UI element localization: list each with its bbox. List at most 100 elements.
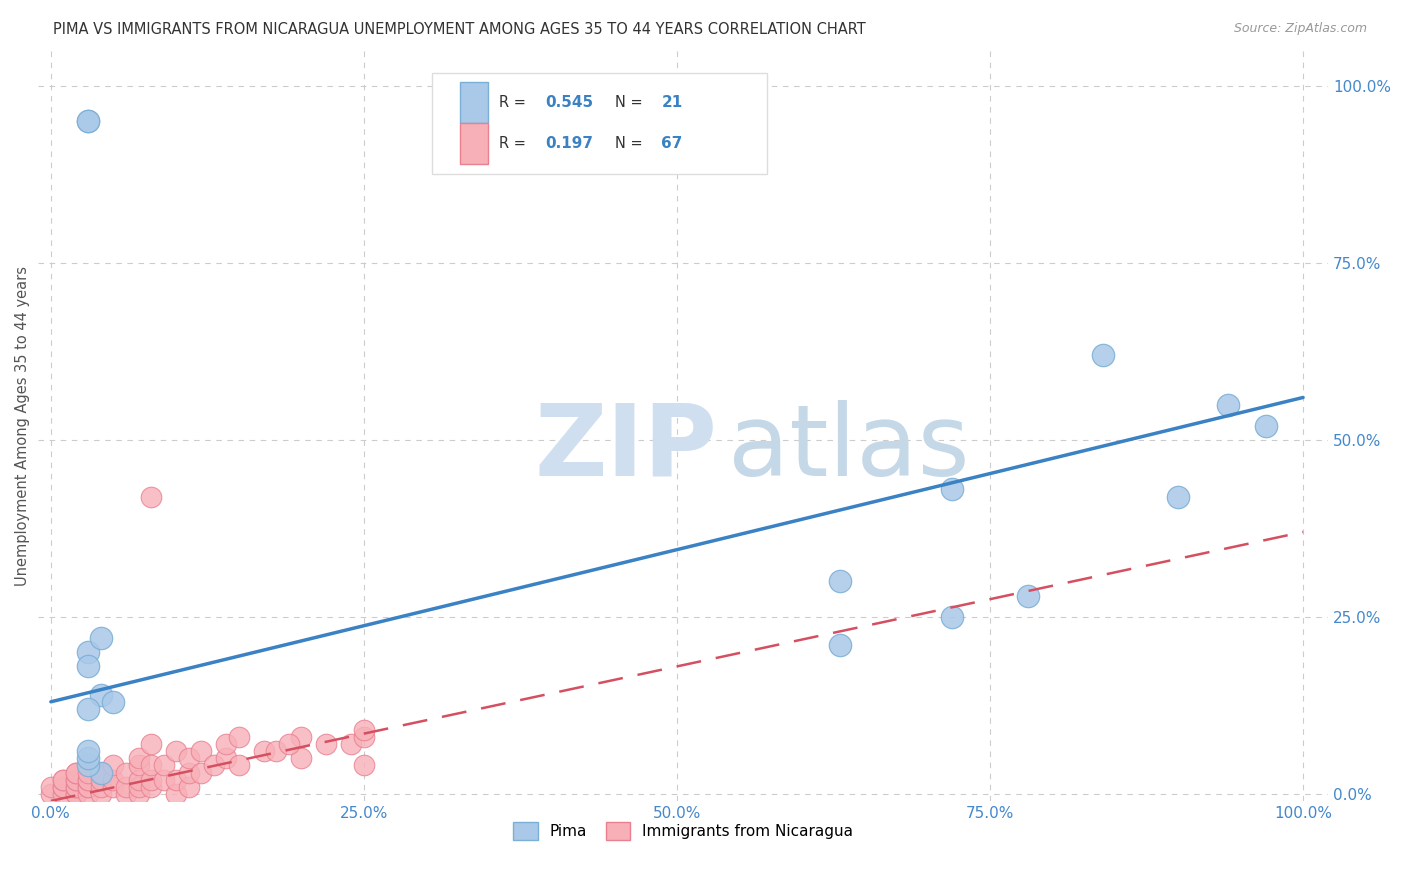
Point	[941, 610, 963, 624]
Point	[52, 772, 75, 787]
Point	[65, 787, 87, 801]
Point	[177, 780, 200, 794]
Point	[90, 765, 112, 780]
Point	[264, 744, 287, 758]
Point	[77, 751, 100, 765]
Text: R =: R =	[499, 136, 530, 151]
Point	[77, 659, 100, 673]
Point	[139, 490, 162, 504]
Point	[128, 772, 150, 787]
Point	[353, 723, 375, 738]
Text: R =: R =	[499, 95, 530, 110]
Point	[152, 772, 174, 787]
Point	[65, 787, 87, 801]
Y-axis label: Unemployment Among Ages 35 to 44 years: Unemployment Among Ages 35 to 44 years	[15, 266, 30, 586]
Text: 67: 67	[661, 136, 683, 151]
Point	[77, 744, 100, 758]
Point	[1254, 418, 1277, 433]
Point	[77, 114, 100, 128]
Point	[65, 765, 87, 780]
Point	[340, 737, 363, 751]
Point	[77, 765, 100, 780]
Point	[103, 695, 125, 709]
Point	[202, 758, 225, 772]
Text: 21: 21	[661, 95, 682, 110]
Text: N =: N =	[614, 136, 647, 151]
Point	[128, 751, 150, 765]
Point	[115, 780, 138, 794]
Point	[165, 772, 187, 787]
Point	[177, 765, 200, 780]
Point	[152, 758, 174, 772]
Point	[215, 751, 238, 765]
FancyBboxPatch shape	[432, 73, 768, 175]
Point	[52, 772, 75, 787]
Point	[1091, 348, 1114, 362]
Point	[128, 787, 150, 801]
Point	[77, 645, 100, 659]
Point	[103, 758, 125, 772]
FancyBboxPatch shape	[460, 82, 488, 123]
Legend: Pima, Immigrants from Nicaragua: Pima, Immigrants from Nicaragua	[508, 816, 859, 846]
Point	[115, 787, 138, 801]
Point	[90, 631, 112, 645]
Point	[190, 744, 212, 758]
Text: atlas: atlas	[728, 400, 970, 497]
Point	[139, 758, 162, 772]
Point	[353, 730, 375, 744]
Point	[139, 737, 162, 751]
Point	[228, 730, 250, 744]
Point	[290, 751, 312, 765]
Point	[353, 758, 375, 772]
Point	[1017, 589, 1039, 603]
Point	[177, 751, 200, 765]
Text: Source: ZipAtlas.com: Source: ZipAtlas.com	[1233, 22, 1367, 36]
Text: 0.197: 0.197	[546, 136, 593, 151]
Point	[77, 702, 100, 716]
Point	[90, 688, 112, 702]
Point	[65, 772, 87, 787]
Point	[277, 737, 299, 751]
Point	[65, 772, 87, 787]
Text: N =: N =	[614, 95, 647, 110]
Point	[90, 787, 112, 801]
Point	[65, 780, 87, 794]
Point	[77, 114, 100, 128]
Point	[90, 772, 112, 787]
Text: PIMA VS IMMIGRANTS FROM NICARAGUA UNEMPLOYMENT AMONG AGES 35 TO 44 YEARS CORRELA: PIMA VS IMMIGRANTS FROM NICARAGUA UNEMPL…	[53, 22, 866, 37]
Point	[128, 780, 150, 794]
Point	[941, 483, 963, 497]
Point	[165, 744, 187, 758]
Point	[828, 574, 851, 589]
Point	[215, 737, 238, 751]
Point	[253, 744, 276, 758]
Point	[90, 765, 112, 780]
Point	[115, 765, 138, 780]
Point	[165, 787, 187, 801]
Point	[315, 737, 337, 751]
Point	[139, 772, 162, 787]
Point	[290, 730, 312, 744]
Point	[77, 758, 100, 772]
Point	[77, 772, 100, 787]
Point	[828, 638, 851, 652]
Point	[77, 772, 100, 787]
Point	[39, 787, 62, 801]
Point	[228, 758, 250, 772]
Point	[77, 780, 100, 794]
Text: ZIP: ZIP	[534, 400, 718, 497]
Point	[1216, 398, 1239, 412]
FancyBboxPatch shape	[460, 123, 488, 164]
Point	[52, 787, 75, 801]
Point	[103, 780, 125, 794]
Point	[139, 780, 162, 794]
Point	[128, 758, 150, 772]
Point	[90, 780, 112, 794]
Point	[190, 765, 212, 780]
Point	[77, 787, 100, 801]
Point	[103, 772, 125, 787]
Point	[65, 780, 87, 794]
Point	[52, 780, 75, 794]
Point	[1167, 490, 1189, 504]
Point	[77, 780, 100, 794]
